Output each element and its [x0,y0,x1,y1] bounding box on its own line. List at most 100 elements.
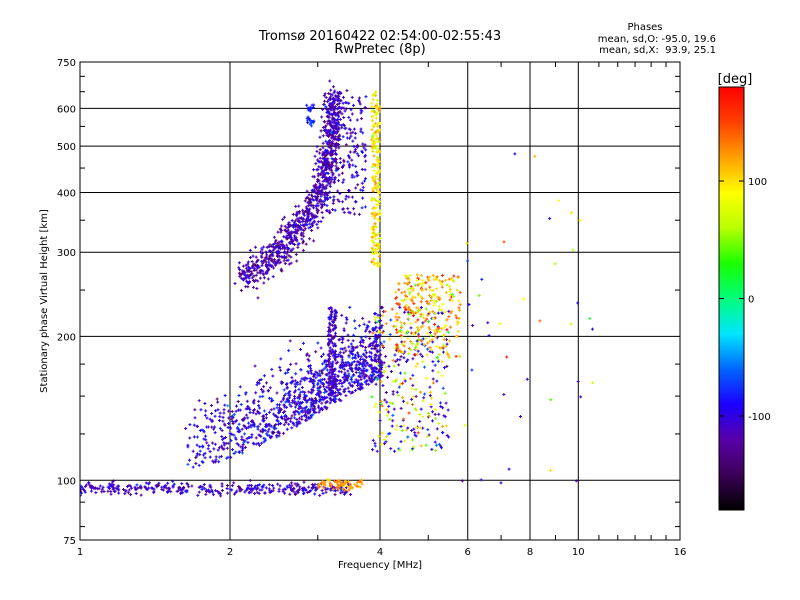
data-point [432,278,436,282]
data-point [470,368,474,372]
data-point [401,350,405,354]
data-point [370,380,374,384]
data-point [340,165,344,169]
data-point [355,118,359,122]
data-point [306,120,310,124]
data-point [275,434,279,438]
data-point [83,490,87,494]
data-point [327,337,331,341]
data-point [426,313,430,317]
data-point [305,211,309,215]
data-point [419,407,423,411]
data-point [416,431,420,435]
data-point [391,392,395,396]
data-point [206,447,210,451]
data-point [428,331,432,335]
data-point [225,446,229,450]
data-point [295,421,299,425]
data-point [311,216,315,220]
data-point [328,355,332,359]
data-point [293,238,297,242]
data-point [324,105,328,109]
data-point [384,354,388,358]
data-point [226,455,230,459]
data-point [249,484,253,488]
data-point [98,484,102,488]
data-point [364,379,368,383]
data-point [445,433,449,437]
data-point [334,164,338,168]
data-point [355,481,359,485]
data-point [267,410,271,414]
data-point [418,308,422,312]
data-point [324,128,328,132]
data-point [373,337,377,341]
data-point [337,391,341,395]
data-point [335,393,339,397]
data-point [373,257,377,261]
data-point [246,269,250,273]
data-point [343,479,347,483]
phase-info-o-mode: mean, sd,O: -95.0, 19.6 [598,34,716,45]
data-point [194,456,198,460]
data-point [378,375,382,379]
data-point [402,298,406,302]
data-point [264,412,268,416]
data-point [255,383,259,387]
data-point [252,262,256,266]
data-point [276,482,280,486]
data-point [348,189,352,193]
data-point [425,299,429,303]
data-point [298,406,302,410]
data-point [402,417,406,421]
data-point [368,379,372,383]
data-point [247,406,251,410]
data-point [437,278,441,282]
data-point [433,412,437,416]
data-point [366,325,370,329]
data-point [375,248,379,252]
data-point [322,185,326,189]
data-point [438,346,442,350]
data-point [335,485,339,489]
data-point [384,365,388,369]
data-point [325,107,329,111]
data-point [347,154,351,158]
data-point [335,112,339,116]
data-point [172,482,176,486]
data-point [431,273,435,277]
data-point [325,176,329,180]
data-point [317,406,321,410]
data-point [306,357,310,361]
data-point [279,415,283,419]
data-point [374,121,378,125]
data-point [314,410,318,414]
data-point [350,195,354,199]
data-point [377,254,381,258]
data-point [339,347,343,351]
data-point [359,378,363,382]
data-point [579,395,583,399]
data-point [365,355,369,359]
data-point [237,394,241,398]
data-point [339,363,343,367]
data-point [228,431,232,435]
data-point [533,154,537,158]
data-point [372,123,376,127]
data-point [336,189,340,193]
data-point [321,491,325,495]
data-point [302,486,306,490]
y-tick-label: 500 [57,142,76,153]
data-point [351,103,355,107]
data-point [424,443,428,447]
data-point [377,149,381,153]
data-point [253,492,257,496]
data-point [377,219,381,223]
data-point [214,409,218,413]
data-point [376,144,380,148]
data-point [405,275,409,279]
data-point [307,354,311,358]
data-point [375,334,379,338]
data-point [358,366,362,370]
data-point [346,207,350,211]
